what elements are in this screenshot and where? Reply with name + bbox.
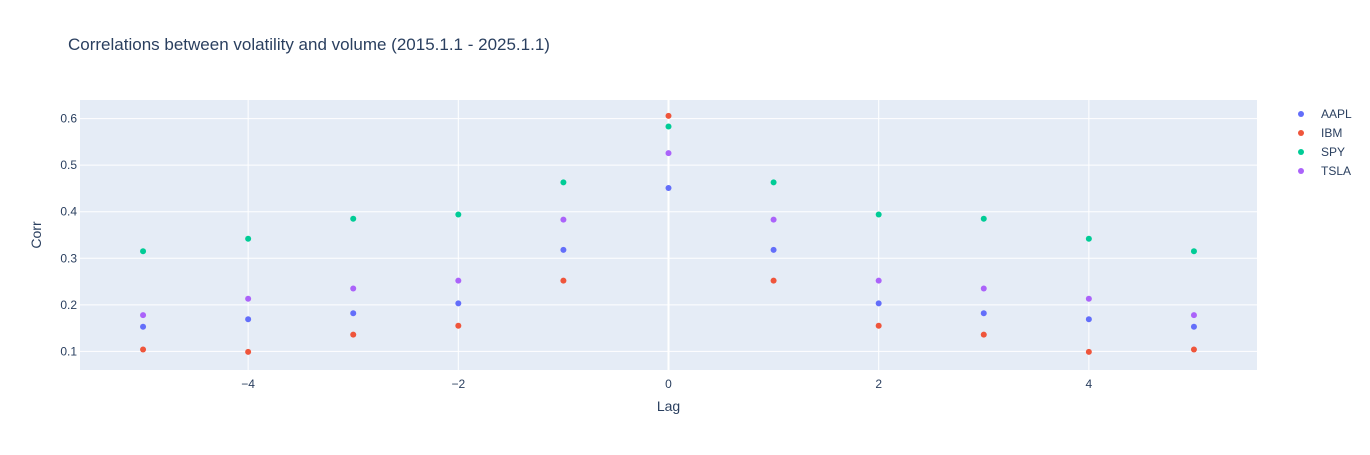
data-point-spy [560,179,567,186]
y-axis-label: Corr [28,221,44,249]
data-point-ibm [1085,348,1092,355]
y-tick-label: 0.1 [60,344,77,358]
data-point-spy [665,123,672,130]
data-point-spy [1190,248,1197,255]
data-point-ibm [455,322,462,329]
data-point-aapl [140,323,147,330]
data-point-ibm [350,331,357,338]
legend-marker-ibm [1298,130,1304,136]
data-point-aapl [980,310,987,317]
legend-item-tsla[interactable]: TSLA [1298,164,1351,178]
data-point-tsla [560,216,567,223]
data-point-tsla [350,285,357,292]
y-tick-label: 0.3 [60,251,77,265]
data-point-tsla [140,312,147,319]
chart-title: Correlations between volatility and volu… [68,35,550,54]
data-point-tsla [770,216,777,223]
data-point-tsla [1190,312,1197,319]
x-tick-label: −2 [451,377,465,391]
x-tick-label: 4 [1086,377,1093,391]
legend: AAPL IBM SPY TSLA [1298,107,1352,178]
data-point-spy [1085,235,1092,242]
legend-item-spy[interactable]: SPY [1298,145,1345,159]
data-point-ibm [140,346,147,353]
legend-label-tsla: TSLA [1321,164,1351,178]
data-point-tsla [1085,295,1092,302]
data-point-aapl [770,246,777,253]
data-point-aapl [455,300,462,307]
data-point-aapl [245,316,252,323]
data-point-tsla [245,295,252,302]
data-point-aapl [1190,323,1197,330]
data-point-spy [350,215,357,222]
x-tick-label: 0 [665,377,672,391]
legend-item-aapl[interactable]: AAPL [1298,107,1352,121]
data-points [140,112,1197,355]
legend-label-aapl: AAPL [1321,107,1352,121]
data-point-tsla [455,277,462,284]
legend-marker-tsla [1298,168,1304,174]
data-point-spy [245,235,252,242]
x-tick-label: −4 [241,377,255,391]
legend-marker-spy [1298,149,1304,155]
data-point-ibm [560,277,567,284]
x-tick-label: 2 [875,377,882,391]
data-point-tsla [875,277,882,284]
data-point-ibm [665,112,672,119]
legend-item-ibm[interactable]: IBM [1298,126,1342,140]
data-point-spy [455,211,462,218]
data-point-ibm [245,348,252,355]
data-point-tsla [665,150,672,157]
tick-labels: 0.1 0.2 0.3 0.4 0.5 0.6 −4 −2 0 2 4 [60,112,1092,391]
data-point-aapl [1085,316,1092,323]
data-point-spy [140,248,147,255]
y-tick-label: 0.4 [60,205,77,219]
y-tick-label: 0.6 [60,112,77,126]
data-point-aapl [560,246,567,253]
data-point-aapl [350,310,357,317]
data-point-aapl [875,300,882,307]
data-point-tsla [980,285,987,292]
legend-label-spy: SPY [1321,145,1345,159]
data-point-ibm [770,277,777,284]
data-point-spy [770,179,777,186]
data-point-spy [980,215,987,222]
y-tick-label: 0.5 [60,158,77,172]
legend-label-ibm: IBM [1321,126,1342,140]
data-point-ibm [875,322,882,329]
y-tick-label: 0.2 [60,298,77,312]
legend-marker-aapl [1298,111,1304,117]
data-point-ibm [1190,346,1197,353]
data-point-spy [875,211,882,218]
data-point-ibm [980,331,987,338]
data-point-aapl [665,184,672,191]
x-axis-label: Lag [657,398,680,414]
